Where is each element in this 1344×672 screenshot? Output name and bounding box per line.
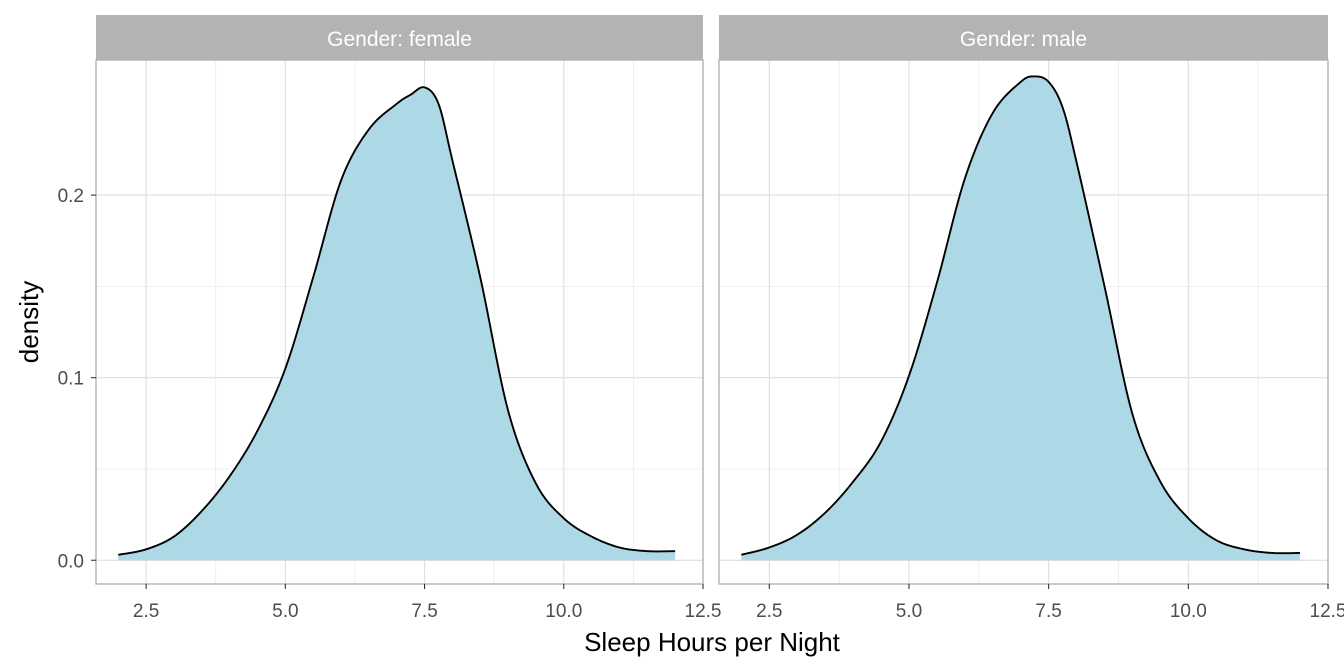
x-axis-ticks-female: 2.5 5.0 7.5 10.0 12.5	[133, 584, 722, 622]
y-tick-label: 0.0	[58, 551, 84, 572]
y-axis-title: density	[14, 281, 44, 363]
strip-female	[96, 15, 703, 60]
density-line-male	[741, 75, 1301, 556]
x-tick-label: 2.5	[756, 601, 782, 622]
y-tick-label: 0.2	[58, 186, 84, 207]
strip-label-female: Gender: female	[327, 28, 472, 51]
strip-male	[719, 15, 1328, 60]
x-tick-label: 5.0	[272, 601, 298, 622]
x-tick-label: 5.0	[896, 601, 922, 622]
strip-label-male: Gender: male	[960, 28, 1087, 51]
x-tick-label: 10.0	[1170, 601, 1207, 622]
panel-border-female	[95, 59, 704, 585]
x-tick-label: 7.5	[1035, 601, 1061, 622]
x-tick-label: 7.5	[411, 601, 437, 622]
y-tick-label: 0.1	[58, 369, 84, 390]
density-area-female	[118, 87, 676, 561]
x-axis-ticks-male: 2.5 5.0 7.5 10.0 12.5	[756, 584, 1344, 622]
x-tick-label: 10.0	[545, 601, 582, 622]
x-axis-title: Sleep Hours per Night	[584, 627, 841, 657]
facet-male: Gender: male	[718, 15, 1329, 585]
y-axis-ticks: 0.0 0.1 0.2	[58, 186, 96, 572]
panel-border-male	[718, 59, 1329, 585]
facet-female: Gender: female	[95, 15, 704, 585]
x-tick-label: 12.5	[1310, 601, 1344, 622]
x-tick-label: 12.5	[685, 601, 722, 622]
density-line-female	[118, 86, 676, 556]
density-area-male	[741, 76, 1301, 561]
x-tick-label: 2.5	[133, 601, 159, 622]
